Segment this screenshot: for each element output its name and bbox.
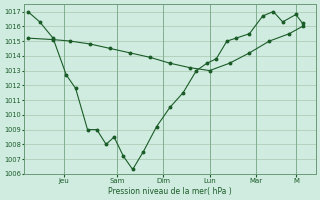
X-axis label: Pression niveau de la mer( hPa ): Pression niveau de la mer( hPa ) bbox=[108, 187, 232, 196]
